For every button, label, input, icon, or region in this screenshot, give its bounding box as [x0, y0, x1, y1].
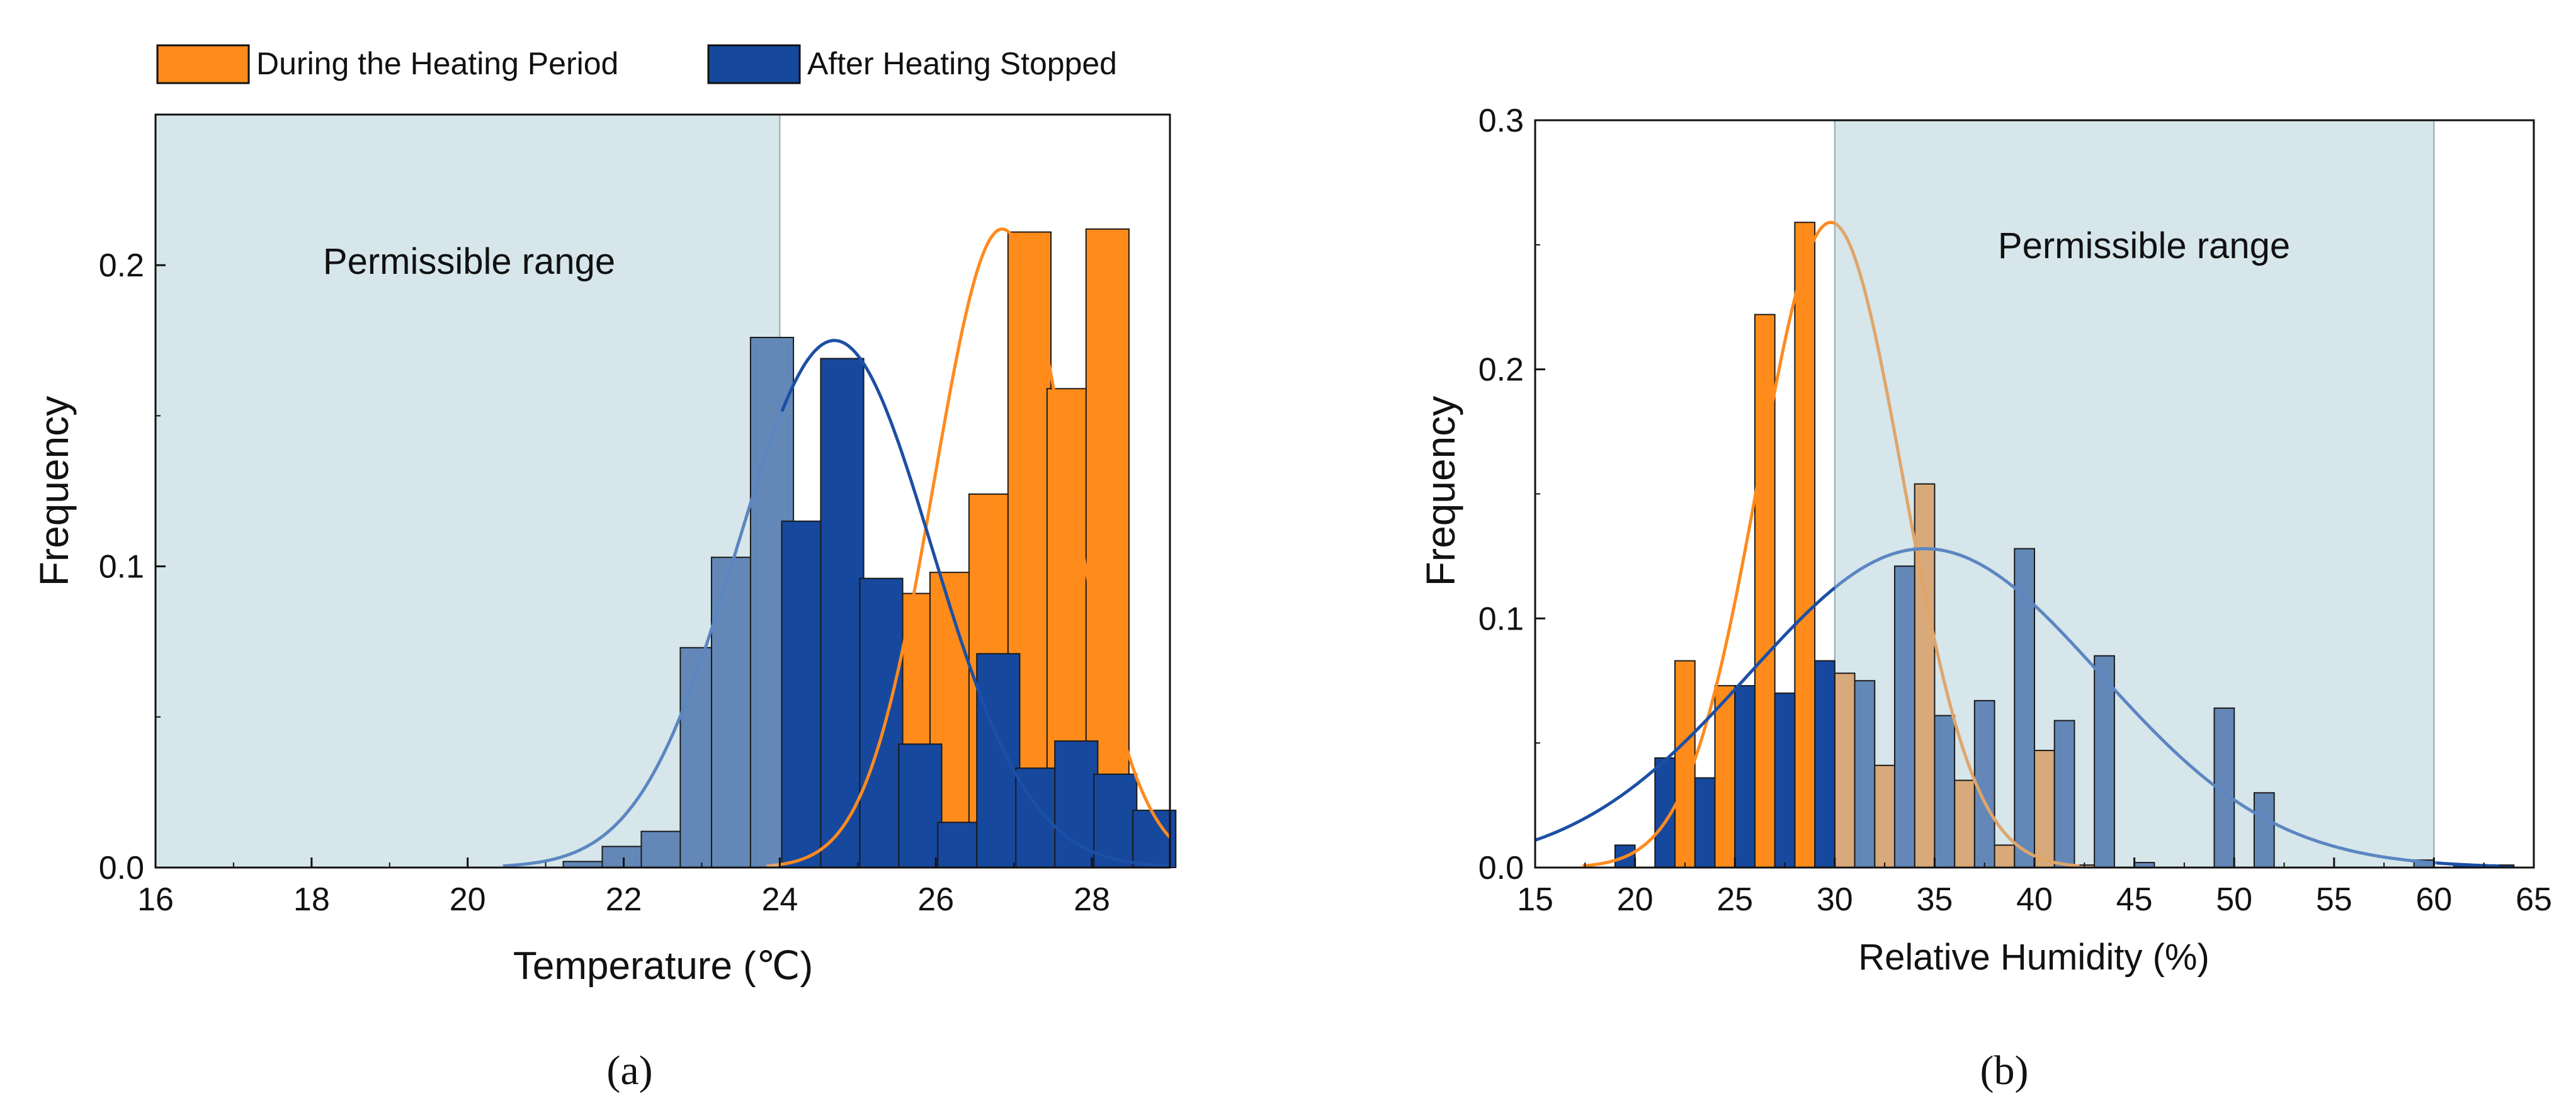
x-tick-label: 26: [917, 881, 954, 918]
permissible-range-label-temperature: Permissible range: [323, 241, 615, 282]
fit-curve-stopped: [780, 339, 1168, 868]
bar-stopped: [859, 577, 904, 869]
bar-stopped: [640, 830, 685, 869]
permissible-range-fill: [156, 115, 780, 868]
fit-curves-humidity: [1535, 220, 2499, 868]
fit-curve-stopped: [2436, 861, 2499, 868]
axes-temperature: 16 18 20 22 24 26 28 0.0 0.1 0.2: [99, 113, 1171, 918]
bar-stopped: [710, 557, 756, 868]
bar-stopped: [1734, 685, 1756, 868]
fit-curve-stopped: [502, 410, 784, 868]
bar-stopped: [937, 822, 982, 868]
y-axis-label-humidity: Frequency: [1418, 396, 1463, 586]
bar-stopped: [781, 520, 826, 868]
x-tick-label: 25: [1716, 881, 1753, 918]
y-tick-label: 0.0: [99, 850, 144, 886]
fit-curve-stopped: [1834, 547, 2437, 865]
panel-label-b: (b): [1980, 1048, 2029, 1094]
bar-stopped: [1814, 660, 1836, 868]
x-tick-label: 60: [2415, 881, 2452, 918]
x-tick-label: 28: [1074, 881, 1110, 918]
fit-curve-heating: [1582, 220, 1836, 868]
fit-curve-heating: [1834, 222, 2080, 868]
x-tick-label: 22: [606, 881, 642, 918]
bar-stopped: [1694, 777, 1716, 869]
x-tick-label: 50: [2216, 881, 2252, 918]
bar-stopped: [1893, 565, 1915, 868]
bar-heating: [1085, 228, 1130, 868]
y-tick-label: 0.3: [1478, 103, 1524, 139]
bar-stopped: [1774, 693, 1796, 868]
chart-temperature: Permissible range 16 18 20 22 24 26 28 0.0 0.1 0.…: [31, 113, 1177, 1094]
bar-heating: [1994, 844, 2016, 869]
bar-stopped: [1854, 680, 1876, 868]
x-tick-label: 65: [2516, 881, 2552, 918]
bar-stopped: [2253, 792, 2275, 869]
x-tick-label: 55: [2316, 881, 2352, 918]
y-axis-label-temperature: Frequency: [31, 396, 77, 586]
fit-curves-temperature: [502, 227, 1171, 868]
x-axis-label-temperature: Temperature (℃): [513, 944, 813, 988]
x-tick-label: 40: [2016, 881, 2053, 918]
bar-stopped: [898, 743, 943, 868]
y-tick-label: 0.2: [1478, 352, 1524, 388]
bar-stopped: [1934, 715, 1956, 868]
x-axis-label-humidity: Relative Humidity (%): [1858, 937, 2210, 978]
bar-stopped: [976, 653, 1021, 869]
bar-stopped: [1054, 740, 1099, 869]
bar-heating: [1834, 672, 1856, 868]
permissible-region-temperature: [156, 115, 781, 868]
x-tick-label: 35: [1916, 881, 1953, 918]
axes-humidity: 15 20 25 30 35 40 45 50 55 60 65 0.0 0.1 0.2 0.3: [1478, 103, 2552, 918]
y-tick-label: 0.2: [99, 247, 144, 284]
x-tick-label: 16: [137, 881, 174, 918]
x-tick-label: 15: [1517, 881, 1553, 918]
y-tick-label: 0.1: [99, 549, 144, 585]
x-tick-label: 45: [2116, 881, 2153, 918]
legend: During the Heating Period After Heating …: [156, 44, 1117, 84]
plot-frame: [154, 113, 1171, 869]
fit-curve-stopped: [1535, 586, 1836, 842]
x-tick-label: 18: [293, 881, 330, 918]
x-tick-label: 20: [1617, 881, 1654, 918]
bar-heating: [1754, 314, 1776, 868]
x-tick-label: 30: [1817, 881, 1853, 918]
legend-label-heating: During the Heating Period: [256, 46, 618, 81]
bar-heating: [1794, 222, 1816, 868]
x-tick-label: 24: [761, 881, 798, 918]
bar-heating: [1714, 685, 1736, 868]
panel-label-a: (a): [606, 1048, 652, 1094]
bar-heating: [1874, 764, 1895, 868]
bar-heating: [1914, 483, 1936, 868]
legend-swatch-stopped: [707, 44, 801, 84]
y-tick-label: 0.1: [1478, 601, 1524, 637]
bars-temperature: [562, 228, 1177, 869]
fit-curve-heating: [781, 227, 1171, 866]
chart-humidity: Permissible range 15 20 25 30 35 40 45 50 55 60 65…: [1418, 103, 2552, 1094]
legend-swatch-heating: [156, 44, 250, 84]
legend-label-stopped: After Heating Stopped: [807, 46, 1117, 81]
bar-heating: [1954, 779, 1975, 869]
y-tick-label: 0.0: [1478, 850, 1524, 886]
bar-stopped: [2053, 720, 2075, 868]
x-tick-label: 20: [450, 881, 486, 918]
bar-heating: [2034, 750, 2055, 868]
permissible-range-label-humidity: Permissible range: [1998, 225, 2290, 266]
bar-stopped: [820, 358, 865, 868]
